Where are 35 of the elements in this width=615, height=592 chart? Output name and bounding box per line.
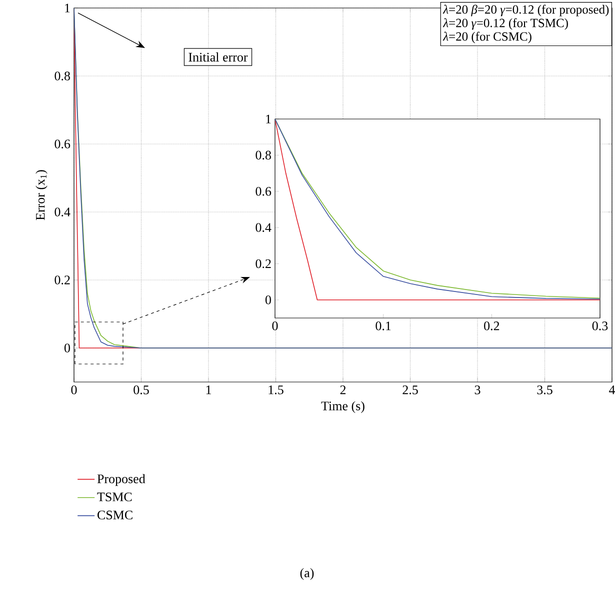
x-tick-label: 0 xyxy=(272,322,278,330)
y-tick-label: 1 xyxy=(266,114,271,124)
annotation: Initial error xyxy=(188,52,248,62)
y-tick-label: 0.6 xyxy=(256,186,272,196)
annotation: λ=20 (for CSMC) xyxy=(442,32,532,44)
y-tick-label: 1 xyxy=(65,4,70,12)
x-tick-label: 1 xyxy=(206,386,211,394)
annotation: λ=20 γ=0.12 (for TSMC) xyxy=(442,18,568,30)
y-tick-label: 0.2 xyxy=(54,276,70,284)
y-tick-label: 0 xyxy=(64,344,70,352)
x-tick-label: 4 xyxy=(609,386,615,394)
y-tick-label: 0.6 xyxy=(54,140,70,148)
y-tick-label: 0.4 xyxy=(256,223,272,232)
text: (a) xyxy=(300,568,314,580)
legend-label: TSMC xyxy=(97,492,132,502)
x-tick-label: 0.2 xyxy=(484,322,500,330)
x-tick-label: 0 xyxy=(71,386,77,394)
y-tick-label: 0.4 xyxy=(54,208,70,216)
y-tick-label: 0 xyxy=(265,296,271,304)
y-tick-label: 0.8 xyxy=(256,150,271,160)
y-axis-title: Error (x$_{1}$) xyxy=(36,170,48,220)
legend-label: CSMC xyxy=(98,510,132,520)
x-tick-label: 3 xyxy=(474,386,480,394)
x-tick-label: 2.5 xyxy=(402,386,418,394)
y-tick-label: 0.2 xyxy=(256,259,271,268)
x-tick-label: 0.3 xyxy=(592,322,608,330)
x-tick-label: 0.1 xyxy=(376,322,391,330)
x-tick-label: 0.5 xyxy=(134,386,149,394)
x-axis-title: Time (s) xyxy=(321,401,364,413)
x-tick-label: 3.5 xyxy=(537,386,552,394)
x-tick-label: 1.5 xyxy=(268,386,284,394)
annotation: λ=20 β=20 γ=0.12 (for proposed) xyxy=(442,4,609,16)
x-tick-label: 2 xyxy=(340,386,346,394)
legend-label: Proposed xyxy=(97,474,146,486)
y-tick-label: 0.8 xyxy=(54,72,70,80)
